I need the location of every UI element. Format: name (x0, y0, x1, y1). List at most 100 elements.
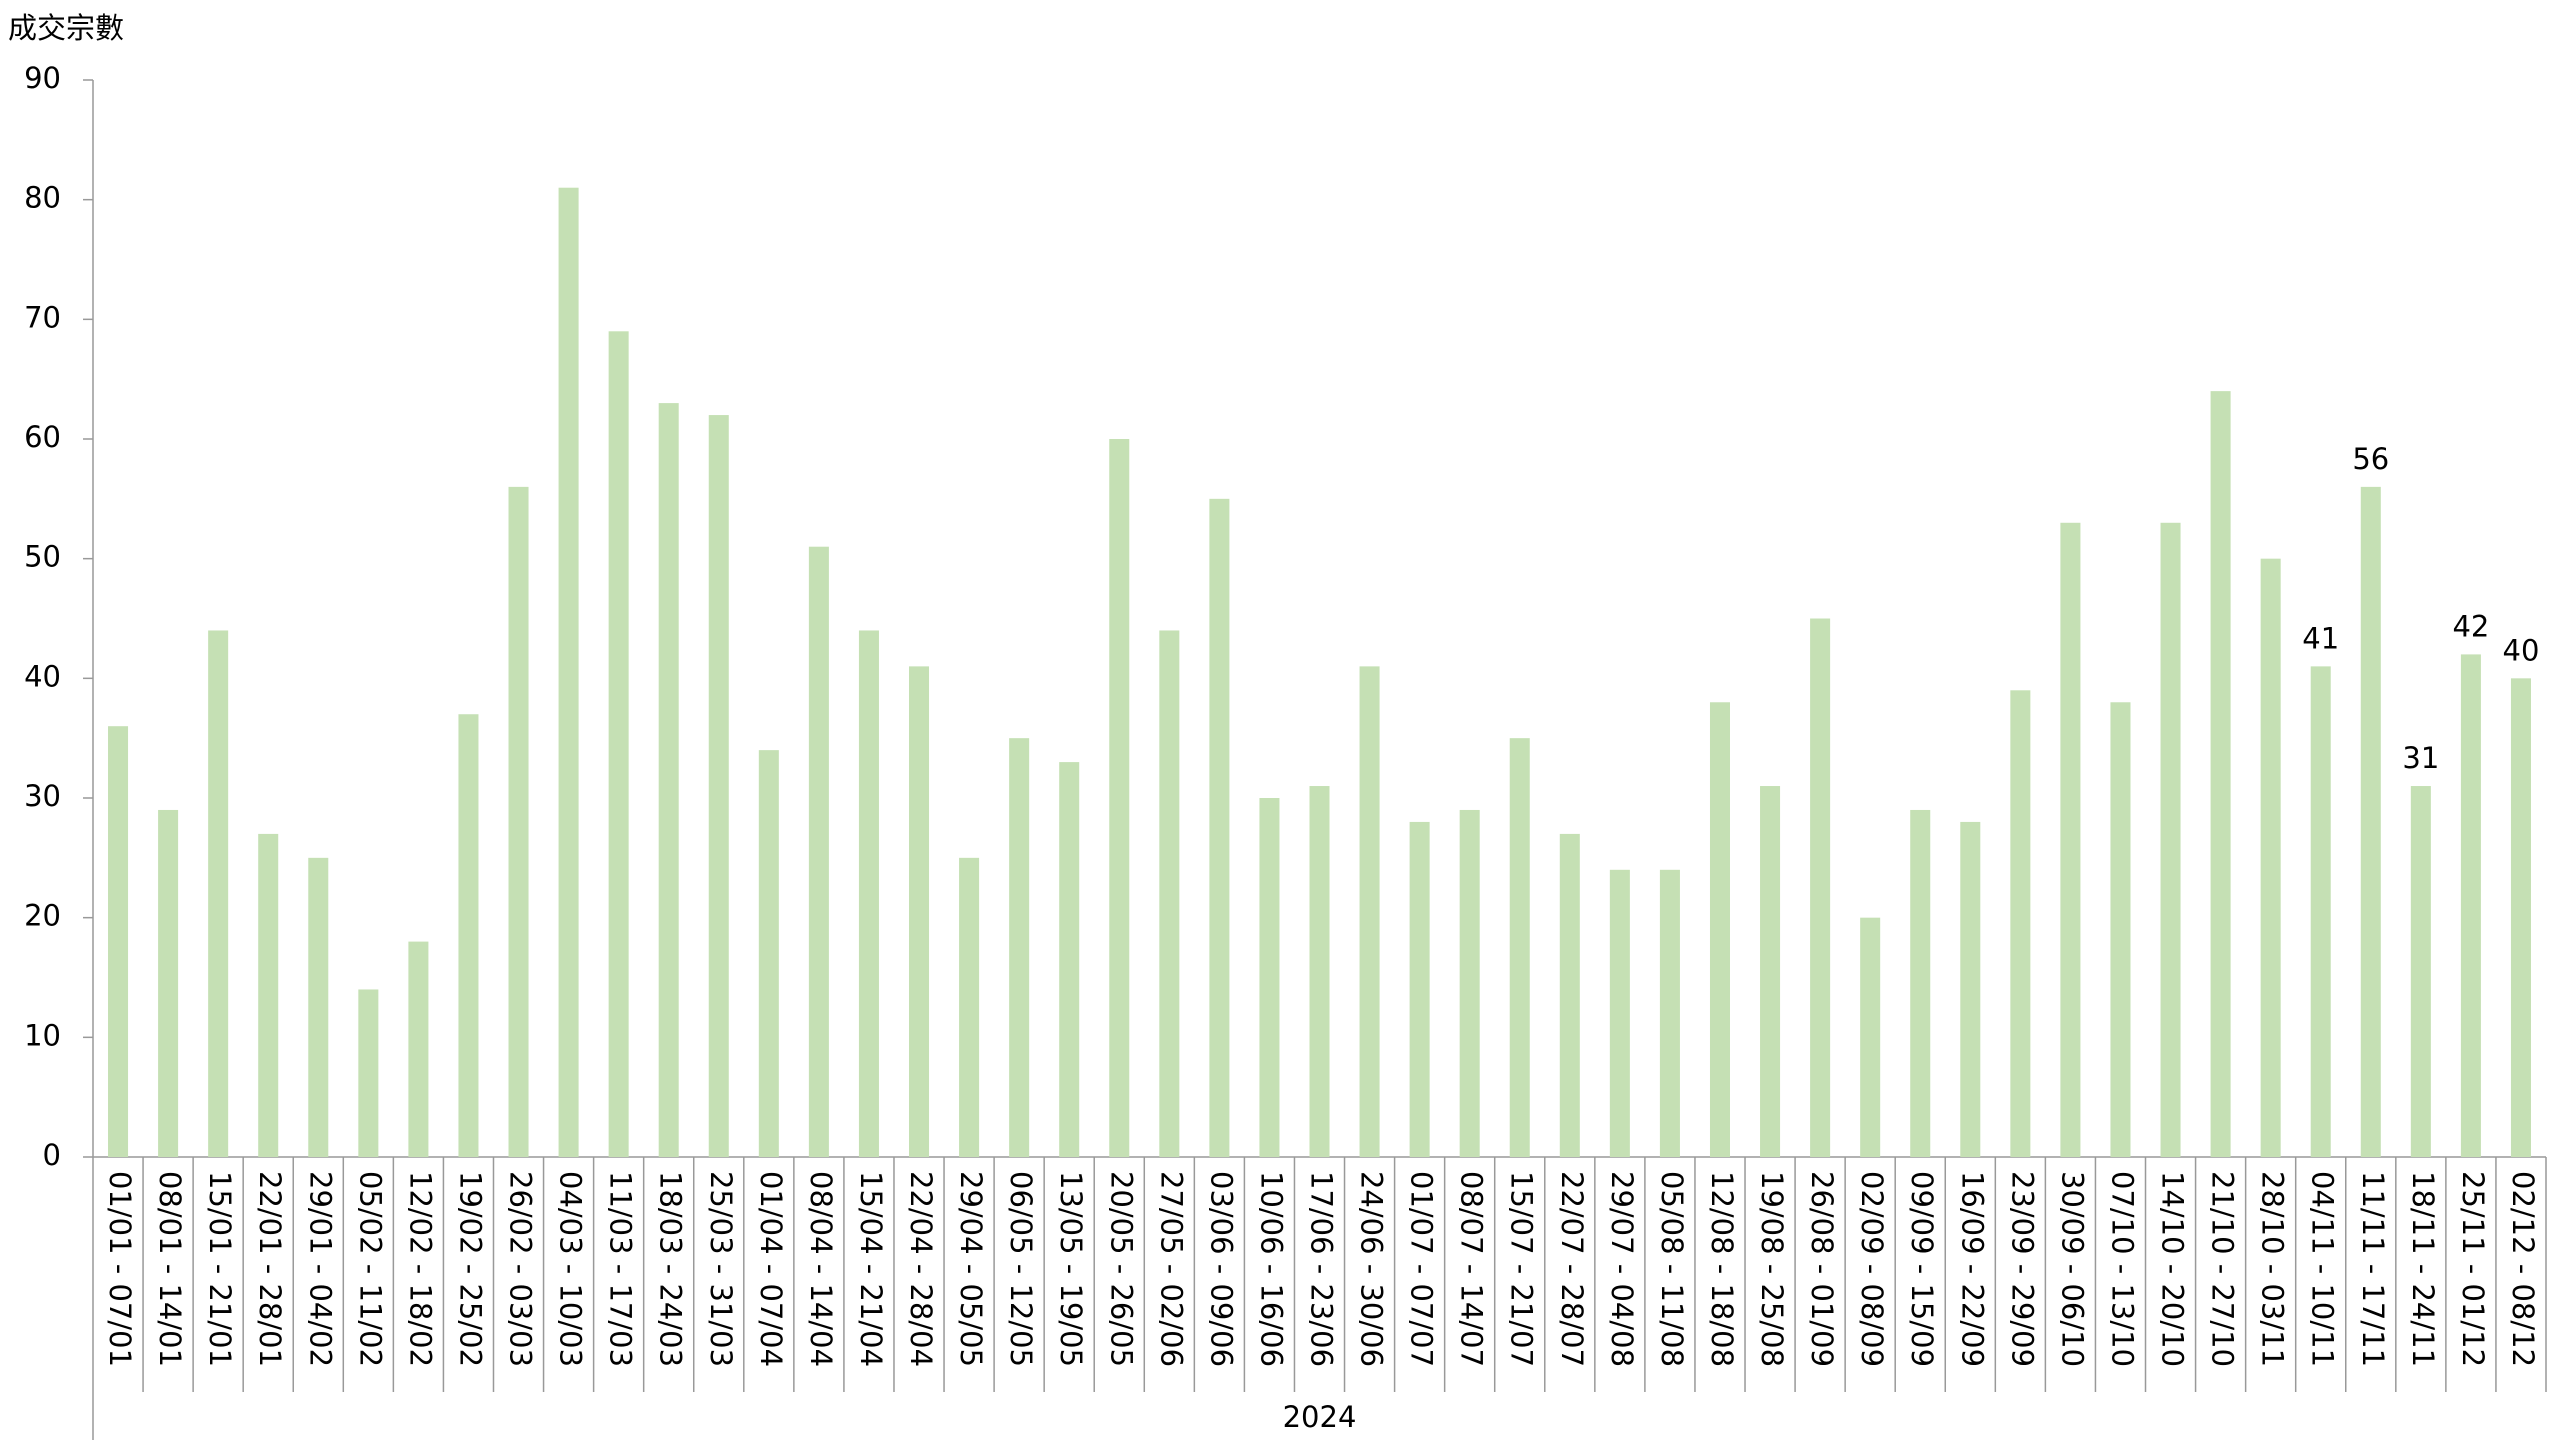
bar (2310, 666, 2331, 1157)
y-tick-label: 40 (24, 659, 61, 693)
x-tick-label: 01/07 - 07/07 (1405, 1171, 1439, 1367)
bar (708, 415, 729, 1158)
y-tick-label: 70 (24, 300, 61, 334)
x-tick-label: 30/09 - 06/10 (2055, 1171, 2089, 1367)
bar (2060, 522, 2081, 1157)
bar (959, 857, 980, 1157)
y-tick-label: 20 (24, 899, 61, 933)
x-tick-label: 13/05 - 19/05 (1054, 1171, 1088, 1367)
x-tick-label: 18/03 - 24/03 (654, 1171, 688, 1367)
x-tick-label: 16/09 - 22/09 (1955, 1171, 1989, 1367)
y-tick-label: 90 (24, 61, 61, 95)
bar (558, 187, 579, 1157)
data-label: 56 (2352, 442, 2389, 476)
x-tick-label: 27/05 - 02/06 (1154, 1171, 1188, 1367)
x-tick-label: 26/02 - 03/03 (504, 1171, 538, 1367)
data-label: 31 (2402, 741, 2439, 775)
y-tick-label: 50 (24, 540, 61, 574)
bar (1559, 833, 1580, 1157)
data-label: 42 (2452, 609, 2489, 643)
y-tick-label: 0 (43, 1138, 61, 1172)
x-tick-label: 29/07 - 04/08 (1605, 1171, 1639, 1367)
bar (2210, 391, 2231, 1158)
x-tick-label: 08/01 - 14/01 (153, 1171, 187, 1367)
bar (208, 630, 229, 1157)
x-tick-label: 21/10 - 27/10 (2206, 1171, 2240, 1367)
bar (2110, 702, 2131, 1157)
x-tick-label: 14/10 - 20/10 (2156, 1171, 2190, 1367)
x-tick-label: 29/01 - 04/02 (303, 1171, 337, 1367)
bar (1760, 786, 1781, 1157)
x-tick-label: 06/05 - 12/05 (1004, 1171, 1038, 1367)
x-tick-label: 01/04 - 07/04 (754, 1171, 788, 1367)
bar (1960, 821, 1981, 1157)
bar (1609, 869, 1630, 1157)
bar (608, 331, 629, 1157)
bar (1109, 439, 1130, 1157)
bar (1209, 498, 1230, 1157)
x-tick-label: 26/08 - 01/09 (1805, 1171, 1839, 1367)
bar (458, 714, 479, 1157)
bar (1709, 702, 1731, 1157)
bar (1359, 666, 1380, 1157)
x-tick-label: 12/08 - 18/08 (1705, 1171, 1739, 1367)
bar (908, 666, 930, 1157)
bar (2410, 786, 2431, 1157)
bar (1659, 869, 1680, 1157)
x-tick-label: 08/07 - 14/07 (1455, 1171, 1489, 1367)
x-tick-label: 22/07 - 28/07 (1555, 1171, 1589, 1367)
bar (1509, 738, 1530, 1157)
x-tick-label: 04/11 - 10/11 (2306, 1171, 2340, 1367)
bar (1009, 738, 1030, 1157)
bar (758, 750, 779, 1157)
x-tick-label: 02/12 - 08/12 (2506, 1171, 2540, 1367)
bar (1309, 786, 1330, 1157)
x-tick-label: 15/01 - 21/01 (203, 1171, 237, 1367)
x-tick-label: 04/03 - 10/03 (554, 1171, 588, 1367)
bar (858, 630, 879, 1157)
x-tick-label: 11/03 - 17/03 (604, 1171, 638, 1367)
x-tick-label: 15/07 - 21/07 (1505, 1171, 1539, 1367)
x-tick-label: 29/04 - 05/05 (954, 1171, 988, 1367)
bar (2460, 654, 2481, 1157)
bar (2510, 678, 2531, 1157)
bar (258, 833, 279, 1157)
bar (1259, 798, 1280, 1157)
x-tick-label: 22/04 - 28/04 (904, 1171, 938, 1367)
x-tick-label: 22/01 - 28/01 (253, 1171, 287, 1367)
y-tick-label: 30 (24, 779, 61, 813)
x-tick-label: 07/10 - 13/10 (2105, 1171, 2139, 1367)
bar (2160, 522, 2181, 1157)
x-tick-label: 20/05 - 26/05 (1104, 1171, 1138, 1367)
bar (808, 546, 829, 1157)
data-label: 41 (2302, 621, 2339, 655)
bar (1059, 762, 1080, 1157)
y-tick-label: 80 (24, 181, 61, 215)
group-label: 2024 (1283, 1400, 1357, 1434)
x-tick-label: 08/04 - 14/04 (804, 1171, 838, 1367)
x-tick-label: 03/06 - 09/06 (1204, 1171, 1238, 1367)
x-tick-label: 05/02 - 11/02 (353, 1171, 387, 1367)
x-tick-label: 09/09 - 15/09 (1905, 1171, 1939, 1367)
x-tick-label: 02/09 - 08/09 (1855, 1171, 1889, 1367)
bar (658, 403, 679, 1158)
x-tick-label: 23/09 - 29/09 (2005, 1171, 2039, 1367)
y-tick-label: 60 (24, 420, 61, 454)
bar (1409, 821, 1430, 1157)
x-tick-label: 24/06 - 30/06 (1355, 1171, 1389, 1367)
x-tick-label: 10/06 - 16/06 (1254, 1171, 1288, 1367)
bar (408, 941, 429, 1157)
bar (1860, 917, 1881, 1157)
bar (308, 857, 329, 1157)
bar (108, 726, 129, 1157)
x-tick-label: 28/10 - 03/11 (2256, 1171, 2290, 1367)
bar (158, 809, 179, 1157)
bar (508, 486, 529, 1157)
x-tick-label: 25/03 - 31/03 (704, 1171, 738, 1367)
y-axis-title: 成交宗數 (8, 11, 124, 45)
x-tick-label: 17/06 - 23/06 (1305, 1171, 1339, 1367)
data-label: 40 (2503, 633, 2540, 667)
y-tick-label: 10 (24, 1018, 61, 1052)
bar (1159, 630, 1180, 1157)
